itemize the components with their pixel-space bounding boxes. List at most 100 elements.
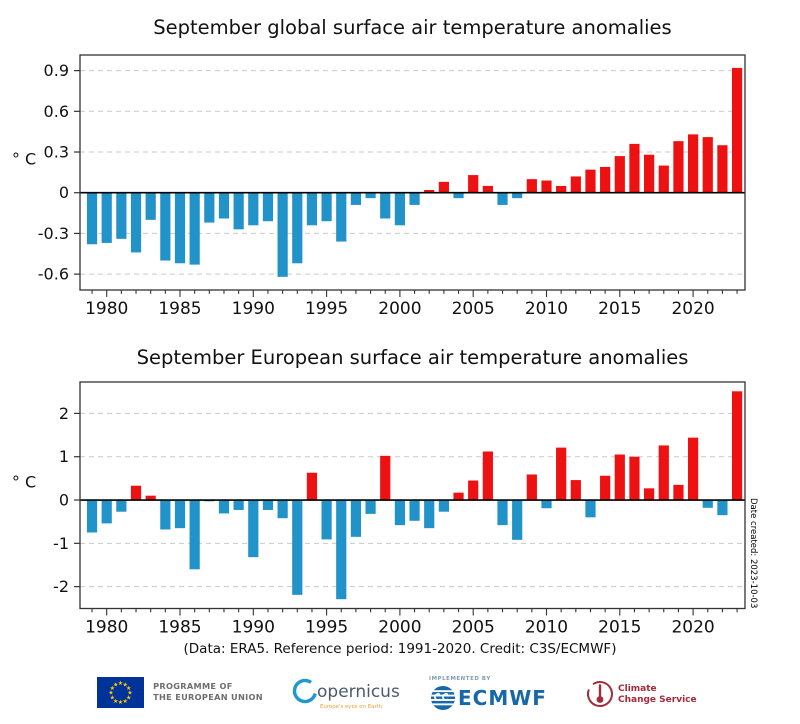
european-anomalies-bar-chart: 2 1 0 -1 -2 1980 1985 1990 1995 2000 2005 2010 2015 2…: [12, 381, 746, 638]
bar-2000: [394, 192, 405, 226]
european-chart-section: September European surface air temperatu…: [0, 330, 800, 660]
bar-2001: [409, 192, 420, 205]
bar-2019: [673, 141, 684, 193]
bar-1983: [145, 495, 156, 501]
bar-2020: [688, 437, 699, 501]
x-tick-label: 2020: [671, 299, 714, 319]
bar-2001: [409, 500, 420, 521]
bar-2019: [673, 484, 684, 501]
bar-2002: [424, 190, 435, 193]
bar-2005: [468, 480, 479, 501]
bar-1980: [101, 192, 112, 243]
ecmwf-logo: IMPLEMENTED BY ECMWF: [427, 670, 559, 714]
bar-1999: [380, 455, 391, 501]
x-tick-label: 1990: [232, 299, 275, 319]
thermometer-icon: [586, 681, 613, 707]
bar-1996: [336, 192, 347, 242]
eu-star: ★: [118, 699, 123, 706]
bar-1988: [218, 500, 230, 514]
bar-1996: [336, 500, 347, 600]
x-tick-label: 2005: [452, 299, 495, 319]
bar-1981: [116, 500, 127, 512]
plot-frame: [79, 54, 746, 291]
bar-2010: [541, 180, 552, 193]
x-tick-label: 1995: [305, 618, 348, 638]
y-axis-unit-label: ° C: [12, 472, 36, 491]
global-anomalies-bar-chart: 0.9 0.6 0.3 0 -0.3 -0.6 1980 1985 1990 1995 2000 20…: [12, 54, 746, 319]
bar-1998: [365, 500, 376, 514]
bar-2018: [658, 165, 669, 193]
eu-flag-field: [97, 676, 145, 708]
bar-2015: [614, 156, 625, 193]
bar-2013: [585, 169, 596, 193]
x-tick-label: 2000: [378, 618, 421, 638]
bar-2005: [468, 175, 479, 193]
bar-2007: [497, 192, 508, 205]
bar-1979: [86, 192, 98, 245]
c3s-line1: Climate: [618, 684, 657, 694]
x-tick-label: 1995: [305, 299, 348, 319]
bar-1979: [86, 500, 98, 533]
y-tick-label: -1: [53, 534, 69, 553]
c3s-wordmark: Climate Change Service: [586, 681, 697, 707]
bar-2006: [482, 185, 493, 193]
bar-1994: [306, 192, 318, 226]
ecmwf-implemented-by: IMPLEMENTED BY: [429, 676, 491, 682]
bar-2021: [702, 500, 713, 508]
bar-2020: [688, 134, 699, 193]
bar-2003: [438, 500, 449, 512]
c3s-line2: Change Service: [618, 695, 697, 705]
bar-1981: [116, 192, 127, 239]
bar-1989: [233, 500, 244, 510]
bar-2021: [702, 137, 713, 193]
x-tick-label: 2010: [525, 618, 568, 638]
eu-programme-line1: PROGRAMME OF: [153, 680, 233, 691]
bar-2012: [570, 176, 581, 193]
copernicus-tagline: Europe's eyes on Earth: [320, 704, 382, 710]
bar-2016: [629, 143, 640, 193]
y-tick-label: -0.6: [38, 265, 69, 284]
eu-star: ★: [126, 694, 131, 701]
eu-programme-text: PROGRAMME OF THE EUROPEAN UNION: [153, 681, 263, 703]
y-tick-label: 1: [59, 447, 69, 466]
x-tick-label: 2020: [671, 618, 714, 638]
bar-1992: [277, 192, 288, 277]
y-tick-label: 0.6: [44, 102, 69, 121]
bar-2009: [526, 179, 537, 193]
bar-2017: [644, 488, 655, 501]
logo-row: ★ ★ ★ ★ ★ ★ ★ ★ ★ ★ ★ ★ PROGRAMME OF THE EUROPEAN U…: [0, 668, 800, 716]
eu-flag-icon: ★ ★★★★★★★★★★★: [97, 676, 145, 708]
bar-1985: [174, 192, 186, 264]
bar-1990: [248, 500, 259, 558]
bar-2000: [394, 500, 405, 526]
global-chart-section: September global surface air temperature…: [0, 0, 800, 330]
eu-programme-line2: THE EUROPEAN UNION: [153, 692, 263, 702]
x-tick-label: 2015: [598, 618, 641, 638]
bar-1997: [350, 500, 362, 537]
x-tick-label: 2015: [598, 299, 641, 319]
eu-star: ★: [127, 689, 132, 696]
bar-2015: [614, 454, 625, 501]
plot-frame: [79, 381, 746, 610]
bar-2017: [644, 154, 655, 193]
bar-1995: [321, 192, 332, 222]
bar-2022: [717, 145, 728, 193]
bar-2016: [629, 456, 640, 501]
y-tick-label: 0.9: [44, 61, 69, 80]
ecmwf-wordmark: IMPLEMENTED BY ECMWF: [429, 676, 547, 710]
bar-2011: [556, 185, 567, 193]
x-tick-label: 2005: [452, 618, 495, 638]
y-tick-label: -0.3: [38, 224, 69, 243]
bar-1993: [292, 192, 303, 264]
bar-1982: [130, 485, 142, 501]
x-tick-label: 2010: [525, 299, 568, 319]
eu-star: ★: [108, 689, 113, 696]
bar-1993: [292, 500, 303, 595]
bar-2004: [453, 492, 464, 501]
ecmwf-name-text: ECMWF: [458, 686, 547, 710]
bar-1982: [130, 192, 142, 253]
bar-2011: [556, 447, 567, 501]
bar-2004: [453, 192, 464, 199]
bar-1980: [101, 500, 112, 524]
y-tick-label: -2: [53, 577, 69, 596]
